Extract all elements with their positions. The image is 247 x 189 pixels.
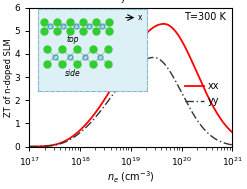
yy (110, 95, 113, 98)
Legend: xx, yy: xx, yy (181, 77, 223, 110)
yy (152, 56, 155, 59)
yy (186, 103, 189, 106)
Line: xx: xx (29, 24, 232, 147)
yy (49, 145, 52, 147)
Line: yy: yy (29, 57, 232, 147)
xx (190, 59, 193, 61)
yy (231, 144, 234, 146)
Text: top: top (67, 35, 79, 44)
xx (186, 51, 189, 53)
xx (117, 75, 120, 77)
Text: x: x (138, 13, 143, 22)
Text: side: side (65, 69, 81, 78)
X-axis label: $n_e$ (cm$^{-3}$): $n_e$ (cm$^{-3}$) (107, 169, 155, 185)
xx (28, 146, 31, 148)
Y-axis label: ZT of n-doped SLM: ZT of n-doped SLM (4, 38, 13, 116)
xx (167, 24, 170, 26)
Text: T=300 K: T=300 K (184, 12, 226, 22)
xx (231, 131, 234, 134)
yy (167, 69, 170, 71)
yy (28, 146, 31, 148)
xx (110, 87, 113, 89)
xx (49, 144, 52, 147)
xx (162, 23, 165, 25)
yy (117, 85, 120, 88)
yy (190, 110, 193, 112)
Text: y: y (121, 0, 125, 3)
